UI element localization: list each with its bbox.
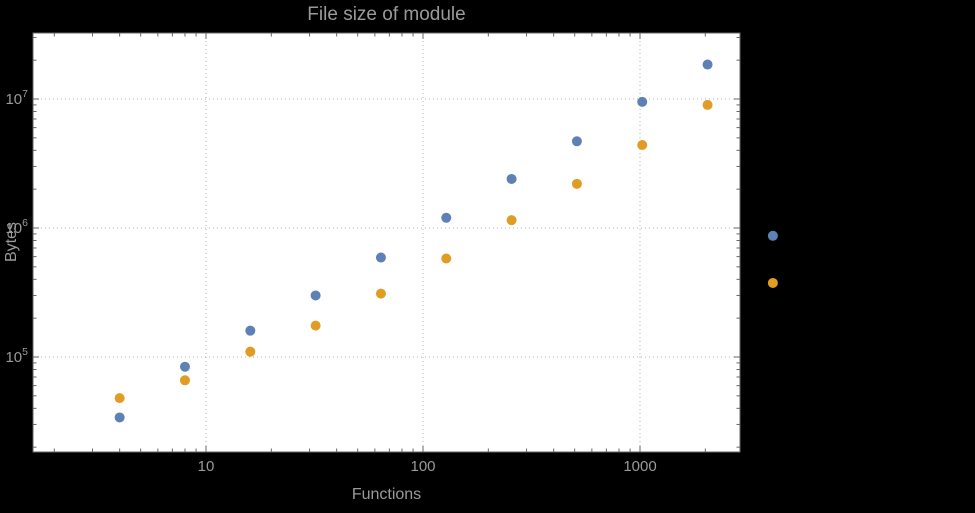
data-point-blue (767, 230, 778, 241)
y-tick-label: 105 (5, 346, 28, 366)
data-point-orange (179, 375, 190, 386)
data-point-blue (114, 412, 125, 423)
data-point-orange (310, 320, 321, 331)
data-point-blue (375, 252, 386, 263)
data-point-orange (245, 346, 256, 357)
data-point-blue (702, 59, 713, 70)
data-point-blue (245, 325, 256, 336)
data-point-orange (441, 253, 452, 264)
data-point-orange (571, 178, 582, 189)
data-point-orange (375, 288, 386, 299)
data-point-orange (702, 99, 713, 110)
x-axis-label: Functions (351, 486, 422, 503)
data-point-orange (506, 215, 517, 226)
data-point-blue (571, 136, 582, 147)
plot-frame (32, 32, 741, 453)
data-point-blue (179, 361, 190, 372)
x-tick-label: 100 (410, 458, 435, 475)
chart-title: File size of module (307, 4, 466, 25)
data-point-blue (310, 290, 321, 301)
data-point-blue (441, 212, 452, 223)
data-point-orange (114, 393, 125, 404)
y-axis-label: Bytes (3, 221, 20, 263)
x-tick-label: 10 (198, 458, 215, 475)
y-tick-label: 107 (5, 88, 28, 108)
x-tick-label: 1000 (623, 458, 656, 475)
data-point-orange (767, 277, 778, 288)
data-point-blue (506, 173, 517, 184)
data-point-orange (637, 139, 648, 150)
plot-background (33, 33, 740, 452)
y-tick-label: 106 (5, 217, 28, 237)
data-point-blue (637, 96, 648, 107)
